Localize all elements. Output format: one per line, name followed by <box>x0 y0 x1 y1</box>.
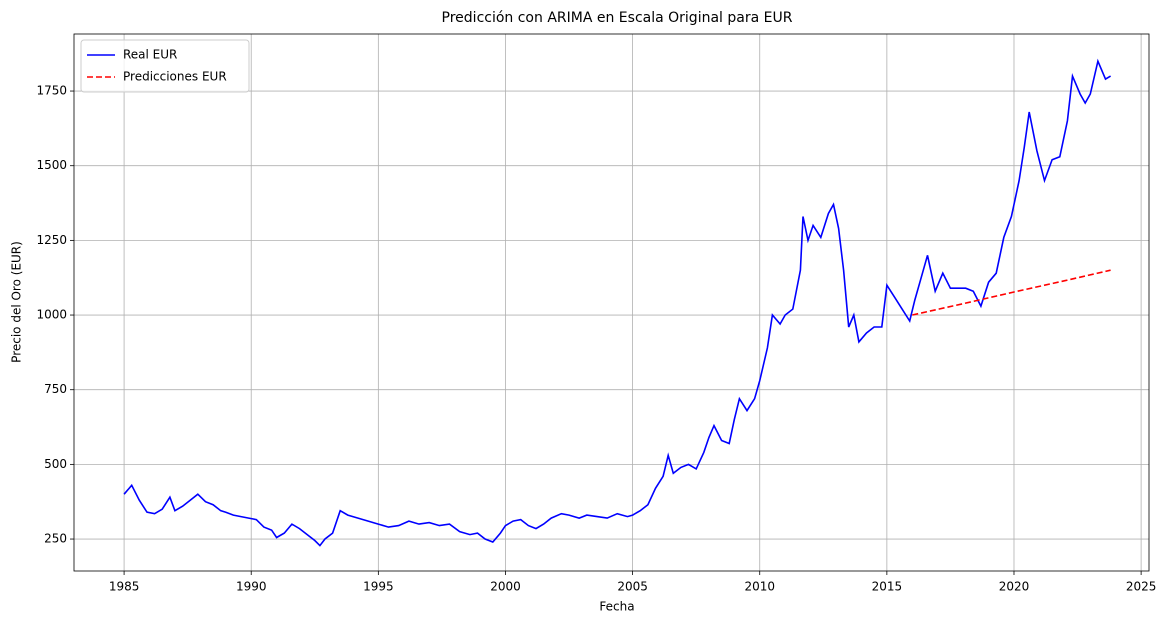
series-line <box>912 269 1111 316</box>
x-tick-label: 2005 <box>617 580 648 594</box>
x-axis-label: Fecha <box>599 600 634 614</box>
legend-label: Predicciones EUR <box>123 70 227 84</box>
y-tick-label: 500 <box>44 457 67 471</box>
x-tick-label: 2015 <box>872 580 903 594</box>
series-line <box>123 58 1112 547</box>
chart-title: Predicción con ARIMA en Escala Original … <box>442 10 793 26</box>
y-tick-label: 250 <box>44 532 67 546</box>
plot-frame <box>73 33 1150 572</box>
x-tick-label: 2020 <box>999 580 1030 594</box>
x-tick-label: 2010 <box>744 580 775 594</box>
x-tick-label: 2025 <box>1126 580 1157 594</box>
x-tick-label: 1995 <box>363 580 394 594</box>
y-axis-label: Precio del Oro (EUR) <box>10 241 24 363</box>
y-tick-label: 1000 <box>36 308 67 322</box>
y-tick-label: 1750 <box>36 84 67 98</box>
legend-box <box>80 39 250 93</box>
legend-label: Real EUR <box>123 48 177 62</box>
x-tick-label: 2000 <box>490 580 521 594</box>
y-tick-label: 1250 <box>36 233 67 247</box>
y-tick-label: 1500 <box>36 158 67 172</box>
x-tick-label: 1985 <box>109 580 140 594</box>
y-tick-label: 750 <box>44 382 67 396</box>
x-tick-label: 1990 <box>236 580 267 594</box>
